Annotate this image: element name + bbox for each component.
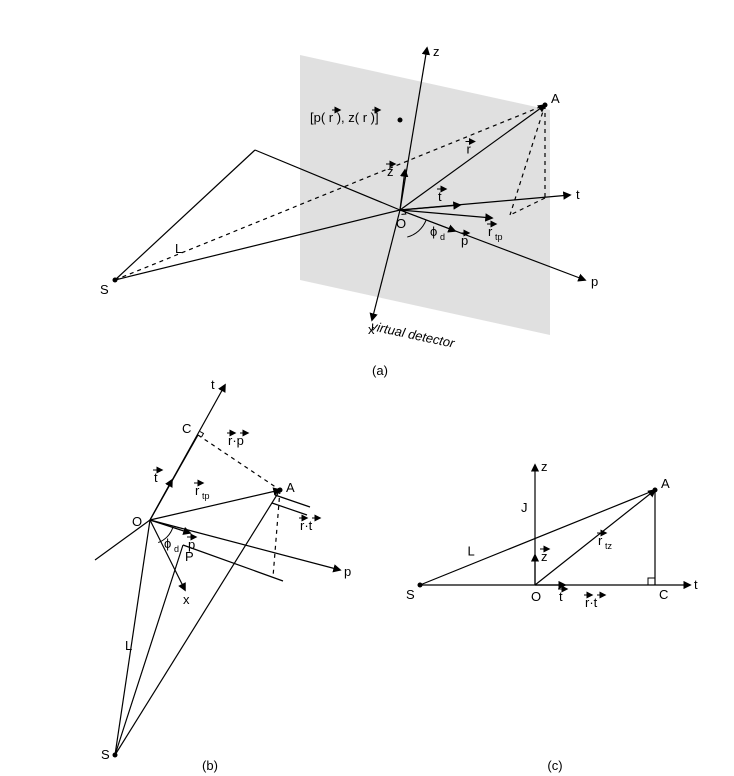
svg-text:z: z	[541, 549, 548, 564]
svg-text:d: d	[174, 544, 179, 554]
svg-text:z: z	[387, 164, 394, 179]
svg-text:tp: tp	[495, 232, 503, 242]
svg-text:t: t	[438, 189, 442, 204]
svg-text:r·p: r·p	[228, 433, 244, 448]
svg-text:r·t: r·t	[585, 595, 598, 610]
svg-text:tz: tz	[605, 541, 613, 551]
svg-text:(a): (a)	[372, 363, 388, 378]
svg-text:r·t: r·t	[300, 518, 313, 533]
svg-text:J: J	[521, 500, 528, 515]
svg-text:ϕ: ϕ	[430, 224, 437, 239]
svg-text:t: t	[576, 187, 580, 202]
svg-text:p: p	[344, 564, 351, 579]
svg-text:r: r	[598, 533, 603, 548]
svg-text:ϕ: ϕ	[164, 536, 171, 551]
svg-text:virtual detector: virtual detector	[369, 318, 456, 351]
svg-text:O: O	[132, 514, 142, 529]
svg-text:t: t	[154, 470, 158, 485]
svg-text:L: L	[175, 241, 182, 256]
svg-text:L: L	[125, 638, 132, 653]
svg-text:C: C	[182, 421, 191, 436]
svg-text:(b): (b)	[202, 758, 218, 773]
svg-text:A: A	[286, 480, 295, 495]
svg-text:t: t	[559, 589, 563, 604]
svg-text:(c): (c)	[547, 758, 562, 773]
svg-text:S: S	[406, 587, 415, 602]
svg-text:z: z	[541, 459, 548, 474]
svg-text:O: O	[531, 589, 541, 604]
svg-text:S: S	[100, 282, 109, 297]
svg-text:S: S	[101, 747, 110, 762]
svg-text:O: O	[396, 216, 406, 231]
svg-text:t: t	[211, 377, 215, 392]
svg-text:p: p	[591, 274, 598, 289]
svg-text:r: r	[195, 483, 200, 498]
svg-text:t: t	[694, 577, 698, 592]
svg-text:p: p	[461, 233, 468, 248]
svg-text:z: z	[433, 44, 440, 59]
diagram-root: SLOAzxtpϕdztprrtp[p( r ), z( r )]virtual…	[0, 0, 734, 776]
svg-text:r: r	[488, 224, 493, 239]
svg-text:C: C	[659, 587, 668, 602]
svg-text:d: d	[440, 232, 445, 242]
svg-text:r: r	[467, 142, 472, 157]
svg-text:A: A	[661, 476, 670, 491]
svg-text:p: p	[188, 537, 195, 552]
svg-text:[p( r ), z( r )]: [p( r ), z( r )]	[310, 110, 379, 125]
svg-text:L: L	[468, 544, 475, 559]
svg-text:A: A	[551, 91, 560, 106]
svg-text:x: x	[183, 592, 190, 607]
svg-text:tp: tp	[202, 491, 210, 501]
